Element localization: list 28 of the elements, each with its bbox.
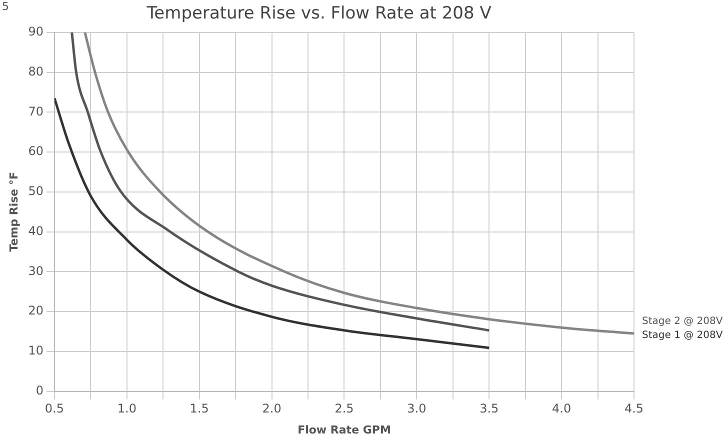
y-tick-label: 50	[28, 184, 44, 198]
line-series	[70, 32, 490, 332]
y-tick-label: 60	[28, 144, 44, 158]
x-tick-label: 4.0	[552, 402, 572, 416]
chart-title: Temperature Rise vs. Flow Rate at 208 V	[146, 4, 492, 24]
text: Stage 1 @ 208V	[642, 330, 723, 341]
y-tick-label: 10	[28, 344, 44, 358]
line-series	[54, 96, 490, 350]
x-tick-label: 1.0	[117, 402, 136, 416]
x-tick-label: 2.5	[334, 402, 354, 416]
y-tick-label: 20	[28, 304, 44, 318]
y-axis-title: Temp Rise °F	[7, 172, 20, 252]
x-tick-label: 1.5	[190, 402, 209, 416]
y-tick-label: 90	[28, 24, 44, 39]
x-tick-label: 0.5	[44, 402, 64, 416]
x-tick-label: 2.0	[262, 402, 282, 416]
y-tick-label: 80	[28, 64, 44, 78]
x-tick-label: 3.0	[407, 402, 426, 416]
y-tick-label: 40	[28, 224, 44, 238]
x-axis-title: Flow Rate GPM	[298, 423, 391, 436]
y-tick-label: 70	[28, 104, 44, 118]
line-series	[84, 32, 634, 335]
y-tick-label: 0	[36, 384, 44, 398]
text: 5	[2, 0, 9, 13]
x-tick-label: 4.5	[624, 402, 644, 416]
y-tick-label: 30	[28, 264, 44, 278]
x-tick-label: 3.5	[480, 402, 499, 416]
text: Stage 2 @ 208V	[642, 316, 723, 327]
